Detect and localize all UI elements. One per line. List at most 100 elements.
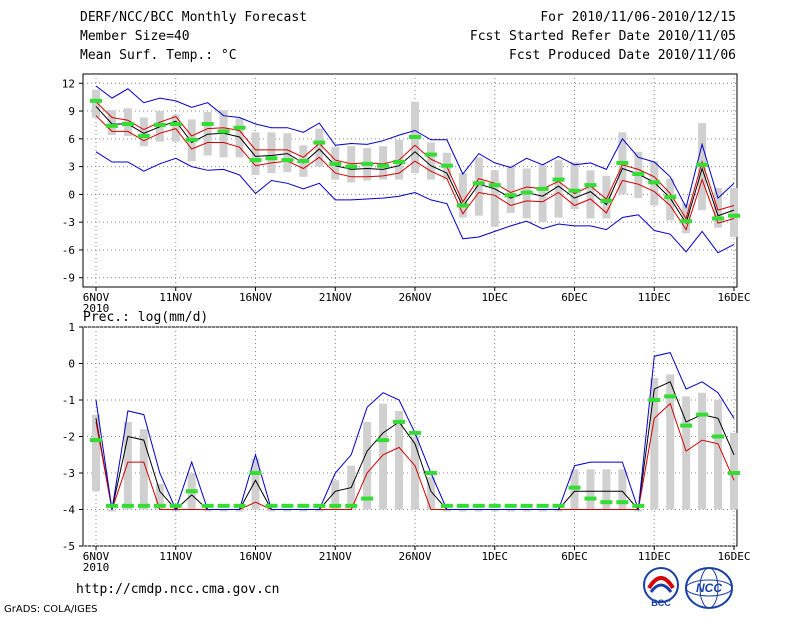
ensemble-box-0-9: [235, 118, 244, 158]
ensemble-box-1-9: [235, 509, 244, 512]
forecast-period: For 2010/11/06-2010/12/15: [540, 10, 736, 25]
source-url[interactable]: http://cmdp.ncc.cma.gov.cn: [76, 582, 280, 597]
observed-marker-1-34: [632, 503, 645, 508]
ensemble-box-0-18: [379, 146, 388, 180]
ensemble-box-1-1: [107, 509, 116, 512]
observed-marker-1-25: [488, 503, 501, 508]
ensemble-box-0-26: [506, 165, 515, 213]
ensemble-box-1-26: [506, 509, 515, 512]
ensemble-box-1-11: [267, 509, 276, 512]
observed-marker-1-8: [217, 503, 230, 508]
ensemble-box-0-32: [602, 175, 611, 219]
observed-marker-0-30: [568, 188, 581, 193]
ensemble-box-0-23: [458, 173, 467, 218]
ensemble-box-0-30: [570, 161, 579, 210]
observed-marker-1-32: [600, 500, 613, 505]
y-tick-label-1-1: 0: [68, 358, 75, 371]
y-tick-label-0-7: -9: [62, 272, 75, 285]
observed-marker-1-15: [329, 503, 342, 508]
ensemble-box-0-31: [586, 170, 595, 219]
ensemble-box-1-24: [474, 509, 483, 512]
observed-marker-1-21: [424, 471, 437, 475]
ensemble-box-1-36: [666, 374, 675, 510]
y-tick-label-0-3: 3: [68, 161, 75, 174]
observed-marker-0-10: [249, 158, 262, 163]
observed-marker-1-2: [121, 503, 134, 508]
observed-marker-0-37: [680, 219, 693, 224]
panel-frame-0: [82, 73, 738, 288]
observed-marker-0-32: [600, 198, 613, 203]
x-tick-label-0-5: 1DEC: [482, 291, 509, 304]
x-tick-label-1-2: 16NOV: [239, 550, 272, 563]
ensemble-box-1-3: [139, 429, 148, 510]
y-tick-label-1-0: 1: [68, 321, 75, 334]
y-tick-label-1-2: -1: [62, 394, 75, 407]
ensemble-box-1-20: [411, 436, 419, 510]
observed-marker-1-17: [361, 496, 374, 501]
ensemble-box-1-4: [155, 483, 164, 510]
observed-marker-0-25: [488, 183, 501, 188]
ensemble-box-1-14: [315, 509, 324, 512]
x-tick-label-1-8: 16DEC: [717, 550, 750, 563]
observed-marker-0-12: [281, 158, 294, 163]
ensemble-box-1-17: [363, 421, 372, 510]
observed-marker-0-38: [696, 162, 709, 167]
ensemble-box-0-24: [474, 157, 483, 216]
observed-marker-1-14: [313, 503, 326, 508]
y-tick-label-0-4: 0: [68, 188, 75, 201]
x-tick-label-0-1: 11NOV: [159, 291, 192, 304]
ensemble-box-1-33: [618, 469, 627, 510]
observed-marker-0-4: [153, 122, 166, 127]
observed-marker-0-35: [648, 180, 661, 185]
ensemble-box-0-36: [666, 178, 675, 221]
observed-marker-0-21: [424, 152, 437, 157]
x-tick-label-1-6: 6DEC: [561, 550, 588, 563]
header-right: For 2010/11/06-2010/12/15 Fcst Started R…: [470, 8, 736, 65]
y-tick-label-1-3: -2: [62, 431, 75, 444]
ensemble-box-0-28: [538, 164, 547, 223]
bcc-logo-text: BCC: [651, 598, 671, 608]
x-tick-label-0-0: 6NOV: [83, 291, 110, 304]
variable-label: Mean Surf. Temp.: °C: [80, 48, 237, 63]
ensemble-box-1-38: [698, 392, 707, 510]
observed-marker-0-8: [217, 129, 230, 134]
series-line-lower_red-0: [95, 115, 735, 231]
ensemble-box-1-13: [299, 509, 308, 512]
ensemble-box-0-14: [315, 128, 324, 167]
ensemble-box-1-22: [442, 509, 451, 512]
observed-marker-1-37: [680, 423, 693, 428]
ncc-logo-text: NCC: [696, 581, 722, 595]
observed-marker-1-24: [472, 503, 485, 508]
x-tick-label-1-7: 11DEC: [638, 550, 671, 563]
observed-marker-0-3: [137, 134, 150, 139]
observed-marker-0-39: [712, 216, 725, 221]
observed-marker-0-1: [105, 123, 118, 128]
x-tick-label-1-0: 6NOV: [83, 550, 110, 563]
y-tick-label-0-1: 9: [68, 105, 75, 118]
observed-marker-1-18: [377, 438, 390, 443]
ensemble-box-1-35: [650, 378, 659, 510]
observed-marker-0-16: [345, 164, 358, 169]
observed-marker-1-29: [552, 503, 565, 508]
observed-marker-1-9: [233, 503, 246, 508]
ensemble-box-1-0: [92, 414, 100, 492]
observed-marker-1-28: [536, 503, 549, 508]
ensemble-box-1-19: [395, 410, 404, 510]
observed-marker-1-0: [90, 438, 102, 443]
y-tick-label-0-5: -3: [62, 216, 75, 229]
observed-marker-1-5: [169, 503, 182, 508]
y-tick-label-1-5: -4: [62, 504, 76, 517]
observed-marker-0-5: [169, 122, 182, 127]
x-tick-label-0-3: 21NOV: [319, 291, 352, 304]
observed-marker-1-13: [297, 503, 310, 508]
observed-marker-0-40: [728, 213, 740, 218]
series-line-lower_blue-0: [95, 151, 735, 254]
grads-credit: GrADS: COLA/IGES: [4, 604, 98, 615]
observed-marker-0-9: [233, 125, 246, 130]
ensemble-box-1-7: [203, 509, 212, 512]
y-tick-label-1-6: -5: [62, 540, 75, 553]
x-tick-label-0-2: 16NOV: [239, 291, 272, 304]
observed-marker-1-38: [696, 412, 709, 417]
observed-marker-1-30: [568, 485, 581, 490]
forecast-title: DERF/NCC/BCC Monthly Forecast: [80, 10, 307, 25]
